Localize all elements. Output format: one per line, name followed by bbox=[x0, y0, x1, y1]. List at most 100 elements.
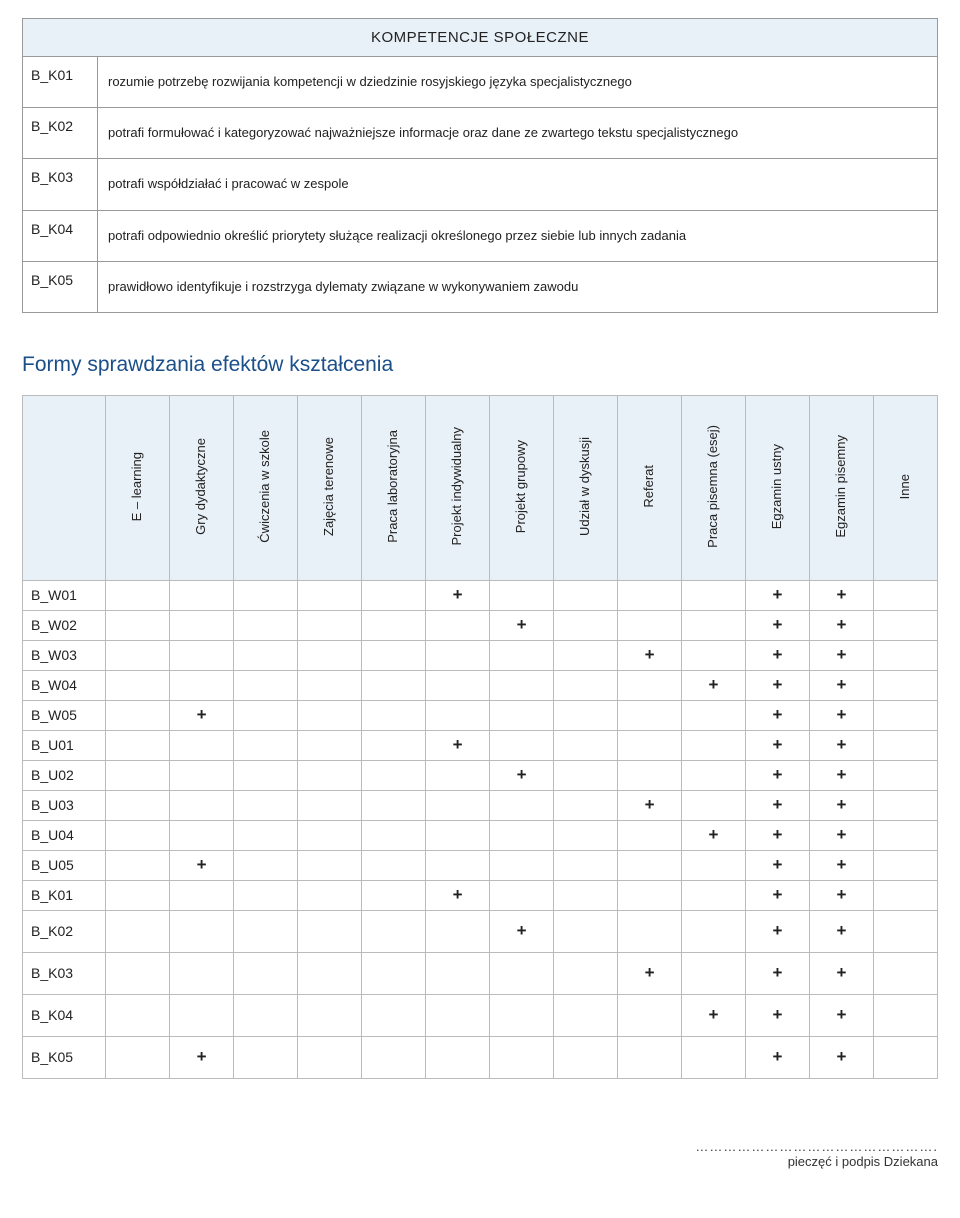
matrix-cell bbox=[873, 700, 937, 730]
matrix-cell bbox=[426, 760, 490, 790]
matrix-cell: + bbox=[746, 952, 810, 994]
matrix-cell bbox=[426, 952, 490, 994]
matrix-row-code: B_W02 bbox=[23, 610, 106, 640]
matrix-cell: + bbox=[810, 670, 874, 700]
matrix-row-code: B_K03 bbox=[23, 952, 106, 994]
signature-label: pieczęć i podpis Dziekana bbox=[788, 1154, 938, 1169]
matrix-cell bbox=[873, 730, 937, 760]
matrix-row-code: B_W03 bbox=[23, 640, 106, 670]
matrix-cell bbox=[554, 952, 618, 994]
matrix-cell bbox=[554, 610, 618, 640]
matrix-cell bbox=[554, 880, 618, 910]
matrix-header-row: E – learningGry dydaktyczneĆwiczenia w s… bbox=[23, 395, 938, 580]
competency-row: B_K03potrafi współdziałać i pracować w z… bbox=[23, 159, 938, 210]
matrix-cell bbox=[106, 1036, 170, 1078]
matrix-row: B_U05+++ bbox=[23, 850, 938, 880]
matrix-column-header: Ćwiczenia w szkole bbox=[234, 395, 298, 580]
matrix-cell bbox=[490, 790, 554, 820]
matrix-row-code: B_K01 bbox=[23, 880, 106, 910]
matrix-cell bbox=[682, 730, 746, 760]
matrix-cell: + bbox=[426, 580, 490, 610]
matrix-cell bbox=[554, 1036, 618, 1078]
matrix-column-header: Egzamin ustny bbox=[746, 395, 810, 580]
matrix-cell: + bbox=[746, 820, 810, 850]
matrix-cell bbox=[298, 760, 362, 790]
matrix-cell bbox=[618, 760, 682, 790]
matrix-cell bbox=[682, 910, 746, 952]
matrix-cell bbox=[234, 580, 298, 610]
matrix-cell bbox=[554, 910, 618, 952]
matrix-cell bbox=[234, 640, 298, 670]
matrix-cell bbox=[682, 760, 746, 790]
matrix-cell: + bbox=[746, 580, 810, 610]
matrix-cell bbox=[234, 610, 298, 640]
matrix-cell bbox=[170, 730, 234, 760]
matrix-cell bbox=[298, 610, 362, 640]
matrix-cell bbox=[682, 610, 746, 640]
matrix-row: B_W02+++ bbox=[23, 610, 938, 640]
matrix-cell bbox=[106, 640, 170, 670]
matrix-cell bbox=[490, 994, 554, 1036]
matrix-row: B_K03+++ bbox=[23, 952, 938, 994]
matrix-column-label: Inne bbox=[897, 474, 914, 499]
matrix-cell: + bbox=[746, 610, 810, 640]
matrix-cell: + bbox=[746, 1036, 810, 1078]
matrix-row-code: B_W04 bbox=[23, 670, 106, 700]
matrix-cell: + bbox=[618, 952, 682, 994]
competency-desc: potrafi formułować i kategoryzować najwa… bbox=[98, 108, 938, 159]
matrix-cell: + bbox=[810, 994, 874, 1036]
matrix-cell bbox=[362, 910, 426, 952]
matrix-cell bbox=[873, 580, 937, 610]
matrix-cell bbox=[170, 820, 234, 850]
matrix-table: E – learningGry dydaktyczneĆwiczenia w s… bbox=[22, 395, 938, 1079]
matrix-cell bbox=[170, 760, 234, 790]
matrix-cell bbox=[106, 670, 170, 700]
matrix-cell bbox=[490, 820, 554, 850]
competency-desc: rozumie potrzebę rozwijania kompetencji … bbox=[98, 57, 938, 108]
matrix-cell bbox=[234, 820, 298, 850]
matrix-cell bbox=[618, 670, 682, 700]
matrix-cell bbox=[490, 670, 554, 700]
matrix-cell bbox=[873, 820, 937, 850]
matrix-row-code: B_K02 bbox=[23, 910, 106, 952]
matrix-cell bbox=[106, 952, 170, 994]
matrix-cell bbox=[362, 730, 426, 760]
matrix-cell bbox=[170, 640, 234, 670]
matrix-column-label: Ćwiczenia w szkole bbox=[257, 430, 274, 543]
matrix-cell bbox=[426, 610, 490, 640]
matrix-column-label: Zajęcia terenowe bbox=[321, 437, 338, 536]
matrix-cell bbox=[873, 790, 937, 820]
matrix-cell bbox=[234, 1036, 298, 1078]
matrix-cell bbox=[362, 610, 426, 640]
matrix-cell: + bbox=[746, 994, 810, 1036]
matrix-cell: + bbox=[618, 640, 682, 670]
matrix-cell bbox=[362, 760, 426, 790]
competency-desc: potrafi współdziałać i pracować w zespol… bbox=[98, 159, 938, 210]
matrix-cell: + bbox=[682, 670, 746, 700]
matrix-column-header: Egzamin pisemny bbox=[810, 395, 874, 580]
matrix-cell bbox=[554, 580, 618, 610]
matrix-cell bbox=[106, 610, 170, 640]
matrix-cell bbox=[234, 730, 298, 760]
matrix-cell bbox=[298, 790, 362, 820]
matrix-cell bbox=[618, 994, 682, 1036]
matrix-cell bbox=[554, 820, 618, 850]
matrix-cell bbox=[362, 820, 426, 850]
matrix-cell: + bbox=[682, 820, 746, 850]
matrix-cell: + bbox=[810, 610, 874, 640]
footer: ……………………………………………. pieczęć i podpis Dzie… bbox=[22, 1139, 938, 1169]
matrix-cell bbox=[873, 670, 937, 700]
competency-row: B_K04potrafi odpowiednio określić priory… bbox=[23, 210, 938, 261]
matrix-cell bbox=[298, 820, 362, 850]
matrix-cell bbox=[682, 1036, 746, 1078]
matrix-row: B_K04+++ bbox=[23, 994, 938, 1036]
matrix-cell: + bbox=[170, 700, 234, 730]
matrix-row: B_W04+++ bbox=[23, 670, 938, 700]
matrix-cell bbox=[362, 880, 426, 910]
matrix-cell bbox=[490, 1036, 554, 1078]
competency-code: B_K01 bbox=[23, 57, 98, 108]
matrix-column-header: Gry dydaktyczne bbox=[170, 395, 234, 580]
matrix-row: B_K02+++ bbox=[23, 910, 938, 952]
matrix-cell bbox=[426, 790, 490, 820]
matrix-cell bbox=[106, 850, 170, 880]
